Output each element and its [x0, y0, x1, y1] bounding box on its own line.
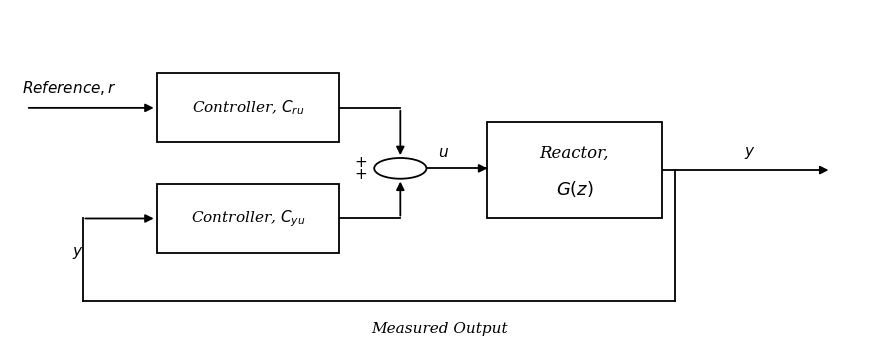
Circle shape — [374, 158, 426, 179]
Text: +: + — [354, 155, 367, 170]
Text: Controller, $C_{yu}$: Controller, $C_{yu}$ — [191, 208, 305, 229]
Text: $y$: $y$ — [72, 245, 84, 261]
Bar — [156, 184, 339, 253]
Text: $Reference, r$: $Reference, r$ — [22, 80, 116, 97]
Bar — [486, 122, 661, 218]
Text: Measured Output: Measured Output — [371, 322, 507, 336]
Text: $G(z)$: $G(z)$ — [555, 179, 593, 199]
Text: $u$: $u$ — [437, 146, 449, 160]
Text: +: + — [354, 167, 367, 182]
Bar — [156, 73, 339, 142]
Text: Controller, $C_{ru}$: Controller, $C_{ru}$ — [191, 98, 304, 117]
Text: $y$: $y$ — [744, 145, 755, 161]
Text: Reactor,: Reactor, — [539, 145, 608, 162]
